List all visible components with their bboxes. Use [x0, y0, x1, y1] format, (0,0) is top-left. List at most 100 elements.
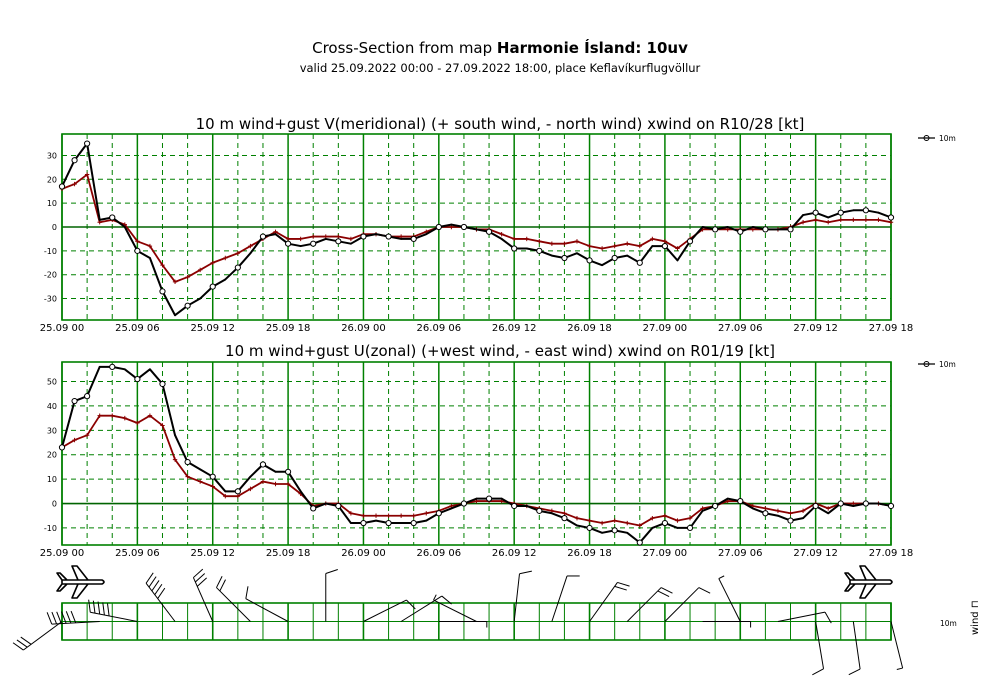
wind-point — [852, 209, 855, 212]
plot-frame — [61, 133, 892, 321]
gust-point — [675, 518, 680, 523]
wind-point — [802, 517, 804, 520]
gust-point — [662, 239, 668, 244]
wind-point — [887, 502, 895, 510]
wind-point — [661, 242, 669, 250]
wind-point — [561, 254, 568, 262]
wind-point — [299, 490, 302, 493]
gust-point — [625, 241, 630, 246]
wind-point — [360, 233, 367, 240]
y-tick-label: 20 — [47, 175, 57, 184]
wind-point — [234, 488, 241, 495]
gust-point — [788, 511, 793, 516]
wind-point — [149, 257, 151, 259]
wind-point — [360, 519, 367, 527]
wind-point — [324, 502, 327, 505]
wind-point — [536, 247, 543, 254]
gust-point — [84, 172, 90, 177]
gust-point — [185, 474, 190, 479]
wind-point — [284, 468, 292, 475]
gust-point — [763, 506, 768, 511]
wind-point — [777, 228, 779, 231]
wind-point — [58, 183, 66, 190]
gust-point — [511, 236, 517, 242]
gust-point — [687, 515, 693, 521]
wind-point — [812, 209, 819, 216]
wind-point — [611, 527, 618, 534]
x-tick-label: 26.09 00 — [341, 548, 386, 559]
legend-marker — [923, 135, 930, 141]
wind-point — [84, 393, 91, 400]
wind-point — [751, 226, 754, 228]
gust-point — [248, 243, 253, 249]
wind-barb-flag — [92, 600, 96, 614]
gust-point — [223, 494, 228, 499]
wind-point — [375, 519, 377, 522]
gust-point — [813, 217, 818, 223]
wind-barb-flag — [325, 569, 338, 574]
wind-point — [199, 297, 202, 300]
wind-point — [737, 497, 744, 505]
wind-barb-flag — [698, 587, 711, 594]
wind-point — [71, 157, 78, 164]
y-tick-label: 0 — [52, 500, 57, 509]
wind-barb-staff — [589, 582, 618, 622]
wind-barb-staff — [664, 587, 700, 622]
gust-point — [160, 262, 165, 268]
gust-point — [260, 479, 266, 484]
wind-barb-flag — [245, 586, 249, 599]
airplane-icon — [844, 565, 893, 599]
wind-barb-staff — [192, 577, 214, 622]
wind-barb-flag — [151, 580, 160, 592]
zonal-panel-title: 10 m wind+gust U(zonal) (+west wind, - e… — [225, 342, 775, 360]
wind-point — [762, 510, 769, 517]
wind-barb-flag — [194, 573, 206, 583]
x-tick-label: 25.09 18 — [266, 548, 311, 559]
wind-point — [174, 434, 176, 437]
wind-point — [837, 209, 844, 216]
wind-barb-staff — [23, 621, 63, 651]
y-tick-label: 20 — [47, 451, 57, 460]
wind-barb-flag — [106, 603, 110, 617]
zonal-legend: 10m — [918, 360, 956, 369]
wind-point — [259, 461, 267, 468]
wind-barb-flag — [88, 599, 91, 613]
wind-barb-flag — [193, 568, 204, 578]
wind-barb-flag — [97, 601, 101, 615]
wind-point — [701, 226, 704, 228]
wind-barbs — [12, 568, 904, 676]
wind-point — [98, 218, 101, 221]
y-tick-label: 10 — [47, 475, 57, 484]
gust-point — [574, 515, 580, 521]
wind-point — [123, 368, 126, 371]
wind-barb-panel: 10m wind ⊓ — [12, 565, 981, 676]
gust-point — [185, 274, 190, 280]
gust-point — [650, 236, 655, 242]
wind-barb-staff — [400, 595, 443, 622]
page-subtitle: valid 25.09.2022 00:00 - 27.09.2022 18:0… — [299, 61, 701, 75]
x-tick-label: 27.09 00 — [643, 548, 688, 559]
wind-point — [586, 257, 593, 264]
wind-point — [410, 235, 417, 243]
wind-barb-flag — [657, 590, 670, 598]
wind-barb-flag — [406, 599, 416, 610]
wind-point — [887, 214, 895, 221]
wind-barb-flag — [148, 576, 157, 588]
wind-point — [259, 233, 267, 240]
x-tick-label: 27.09 18 — [869, 323, 914, 334]
x-tick-label: 26.09 18 — [567, 323, 612, 334]
gust-point — [825, 220, 831, 225]
gust-point — [825, 506, 831, 511]
gust-point — [851, 217, 856, 223]
wind-point — [460, 223, 468, 231]
wind-point — [475, 228, 478, 231]
zonal-panel: 10 m wind+gust U(zonal) (+west wind, - e… — [40, 342, 956, 559]
gust-point — [248, 486, 253, 492]
wind-barb-staff — [145, 582, 176, 622]
gust-point — [549, 241, 555, 246]
wind-barb-flag — [196, 577, 207, 587]
wind-point — [109, 214, 116, 221]
wind-point — [586, 524, 593, 532]
gust-point — [122, 415, 128, 421]
y-tick-label: 30 — [47, 426, 57, 435]
